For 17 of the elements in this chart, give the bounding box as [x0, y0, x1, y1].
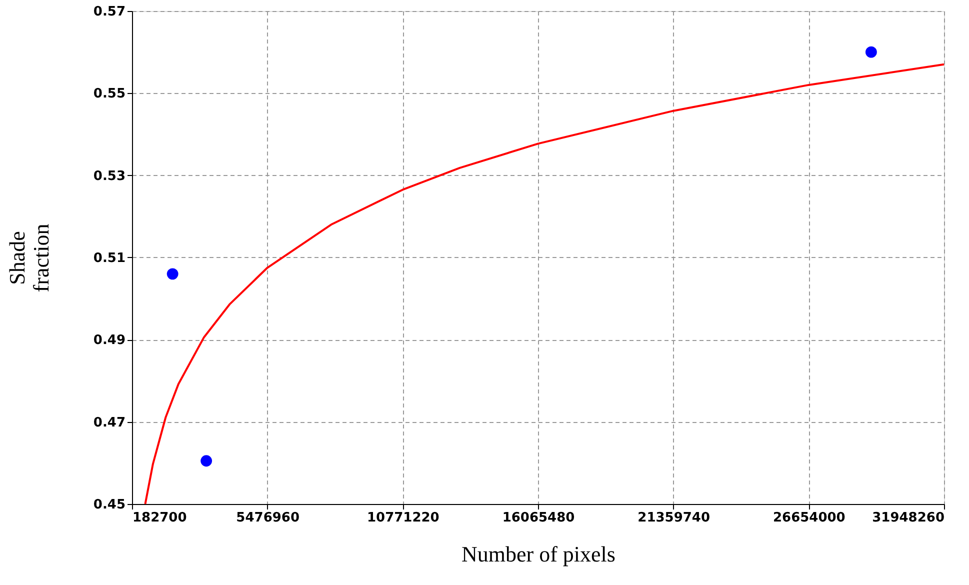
x-tick-label: 10771220 [366, 510, 440, 526]
y-tick-label: 0.47 [93, 415, 126, 430]
y-tick-label: 0.57 [93, 4, 126, 20]
y-tick-label: 0.49 [93, 333, 126, 348]
y-tick-label: 0.51 [93, 251, 126, 266]
y-tick-label: 0.53 [93, 168, 126, 184]
x-tick-label: 16065480 [502, 510, 575, 526]
x-axis-title: Number of pixels [462, 542, 616, 566]
x-tick-label: 5476960 [236, 510, 300, 526]
y-tick-label: 0.55 [93, 86, 126, 102]
line-series [144, 63, 945, 505]
x-tick-label: 21359740 [638, 510, 710, 526]
x-tick-label: 182700 [132, 510, 187, 526]
x-tick-label: 26654000 [772, 510, 846, 526]
x-tick-label: 31948260 [872, 510, 944, 526]
y-tick-label: 0.45 [93, 498, 126, 512]
y-axis-title: Shade fraction [4, 224, 54, 292]
